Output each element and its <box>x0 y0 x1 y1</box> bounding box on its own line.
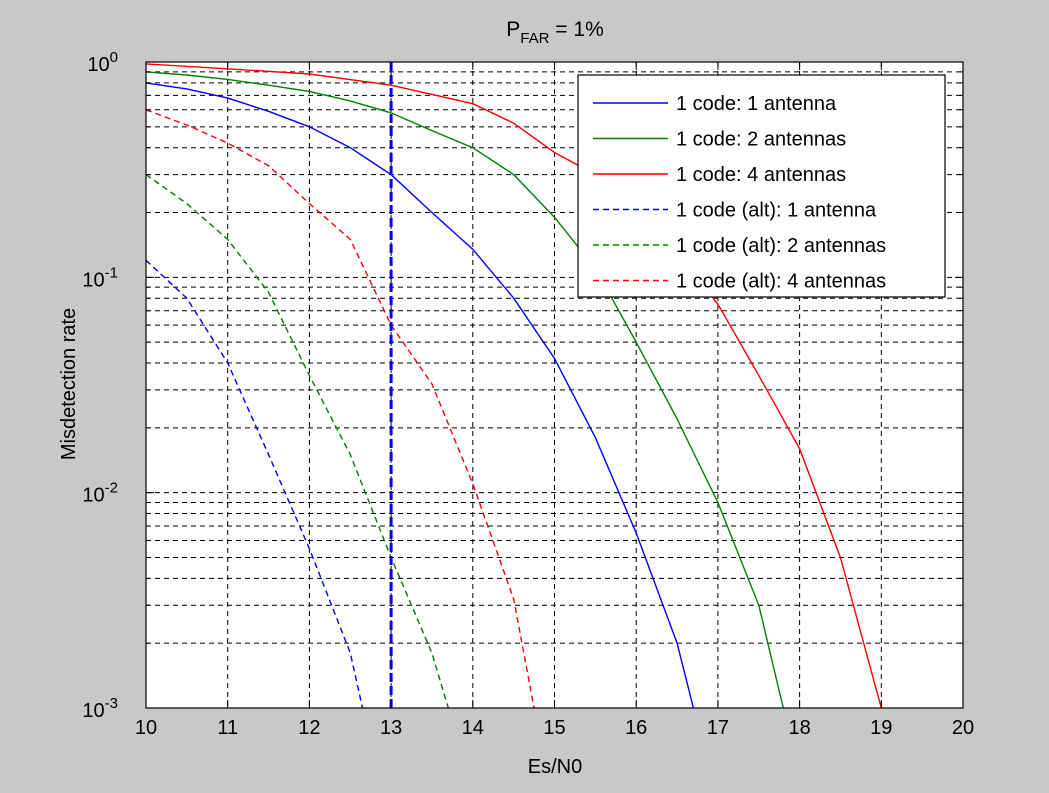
y-axis-label: Misdetection rate <box>58 308 80 460</box>
legend-box <box>577 74 946 298</box>
y-tick-label: 10-3 <box>82 695 118 722</box>
x-tick-label: 18 <box>788 717 810 739</box>
chart-title-rest: = 1% <box>549 18 603 41</box>
series-line <box>145 71 784 709</box>
x-tick-label: 11 <box>217 717 238 739</box>
series-line <box>145 174 449 709</box>
y-tick-label: 10-1 <box>82 264 118 291</box>
y-tick-label: 10-2 <box>82 480 118 507</box>
legend-label: 1 code (alt): 1 antenna <box>676 200 877 222</box>
legend: 1 code: 1 antenna 1 code: 2 antennas 1 cod… <box>577 74 946 298</box>
series-line <box>145 259 364 709</box>
chart-title: PFAR = 1% <box>506 18 604 47</box>
x-axis-label: Es/N0 <box>528 756 582 778</box>
legend-label: 1 code: 1 antenna <box>676 93 837 115</box>
y-tick-labels: 10-3 10-2 10-1 100 <box>82 49 118 722</box>
legend-label: 1 code (alt): 4 antennas <box>676 271 886 293</box>
series-line <box>145 109 535 709</box>
x-tick-label: 14 <box>462 717 484 739</box>
x-tick-label: 12 <box>298 717 320 739</box>
y-tick-label: 100 <box>87 49 118 76</box>
chart-title-subscript: FAR <box>520 30 549 47</box>
legend-label: 1 code: 2 antennas <box>676 129 846 151</box>
chart-title-main: P <box>506 18 520 41</box>
x-tick-label: 16 <box>625 717 647 739</box>
grid <box>146 62 963 708</box>
x-tick-label: 13 <box>380 717 402 739</box>
x-tick-label: 10 <box>135 717 157 739</box>
legend-items: 1 code: 1 antenna 1 code: 2 antennas 1 cod… <box>593 93 886 293</box>
x-tick-label: 20 <box>952 717 974 739</box>
x-tick-label: 15 <box>543 717 565 739</box>
x-tick-labels: 10 11 12 13 14 15 16 17 18 19 20 <box>135 717 974 739</box>
legend-label: 1 code: 4 antennas <box>676 164 846 186</box>
series-line <box>145 82 695 709</box>
tick-marks <box>145 62 964 709</box>
x-tick-label: 19 <box>870 717 892 739</box>
x-tick-label: 17 <box>707 717 729 739</box>
legend-label: 1 code (alt): 2 antennas <box>676 235 886 257</box>
